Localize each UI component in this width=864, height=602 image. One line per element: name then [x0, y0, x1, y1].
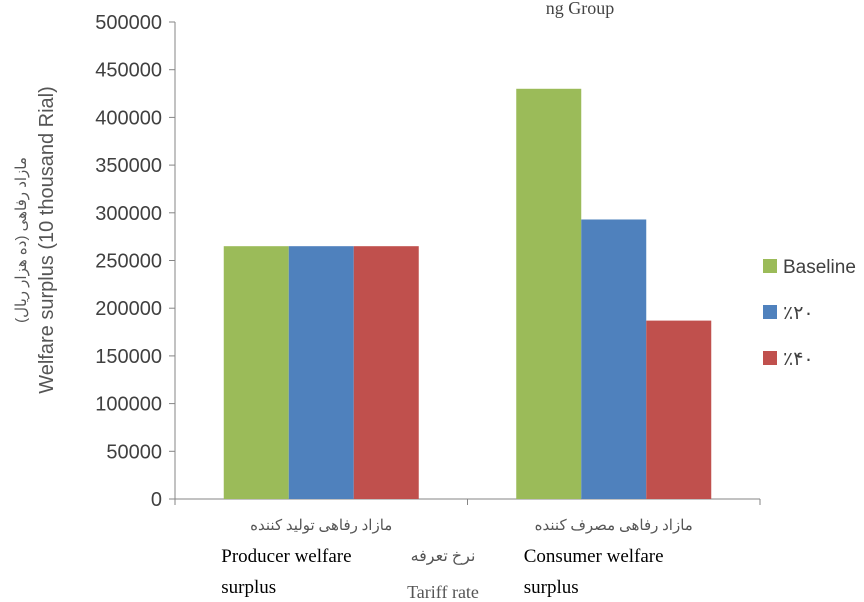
bars — [223, 88, 712, 499]
y-axis-ticks: 0 50000 100000 150000 200000 250000 300000 3500… — [95, 12, 175, 511]
x-axis-title-fa: نرخ تعرفه — [411, 548, 476, 565]
bar — [353, 246, 419, 499]
y-tick-label: 500000 — [95, 12, 162, 34]
x-tick-label-en: Producer welfare — [221, 546, 351, 567]
x-tick-label-en: Consumer welfare — [524, 546, 664, 567]
y-tick-label: 150000 — [95, 346, 162, 368]
y-tick-label: 350000 — [95, 155, 162, 177]
bar — [581, 219, 647, 499]
x-axis-title-en: Tariff rate — [407, 582, 479, 602]
legend-swatch — [763, 305, 777, 319]
y-tick-label: 100000 — [95, 394, 162, 416]
legend: Baseline ٪۲۰ ٪۴۰ — [763, 257, 856, 370]
legend-swatch — [763, 259, 777, 273]
y-tick-label: 450000 — [95, 60, 162, 82]
bar — [516, 88, 582, 499]
legend-label: ٪۴۰ — [783, 349, 814, 370]
y-axis-title-en: Welfare surplus (10 thousand Rial) — [36, 86, 58, 394]
y-axis-title-fa: مازاد رفاهی (ده هزار ریال) — [13, 157, 30, 323]
y-tick-label: 300000 — [95, 203, 162, 225]
bar — [223, 246, 289, 499]
legend-swatch — [763, 351, 777, 365]
chart-title: ng Group — [546, 0, 615, 18]
y-tick-label: 250000 — [95, 251, 162, 273]
x-tick-label-en-line2: surplus — [524, 577, 579, 598]
x-tick-label-fa: مازاد رفاهی تولید کننده — [250, 518, 392, 534]
legend-label: ٪۲۰ — [783, 303, 814, 324]
x-tick-label-en-line2: surplus — [221, 577, 276, 598]
x-axis-labels: مازاد رفاهی تولید کننده Producer welfare s… — [221, 518, 693, 598]
y-tick-label: 200000 — [95, 298, 162, 320]
y-tick-label: 50000 — [106, 441, 162, 463]
y-tick-label: 0 — [151, 489, 162, 511]
bar — [646, 320, 712, 499]
bar — [288, 246, 354, 499]
legend-label: Baseline — [783, 257, 856, 278]
x-tick-label-fa: مازاد رفاهی مصرف کننده — [535, 518, 693, 534]
y-tick-label: 400000 — [95, 107, 162, 129]
